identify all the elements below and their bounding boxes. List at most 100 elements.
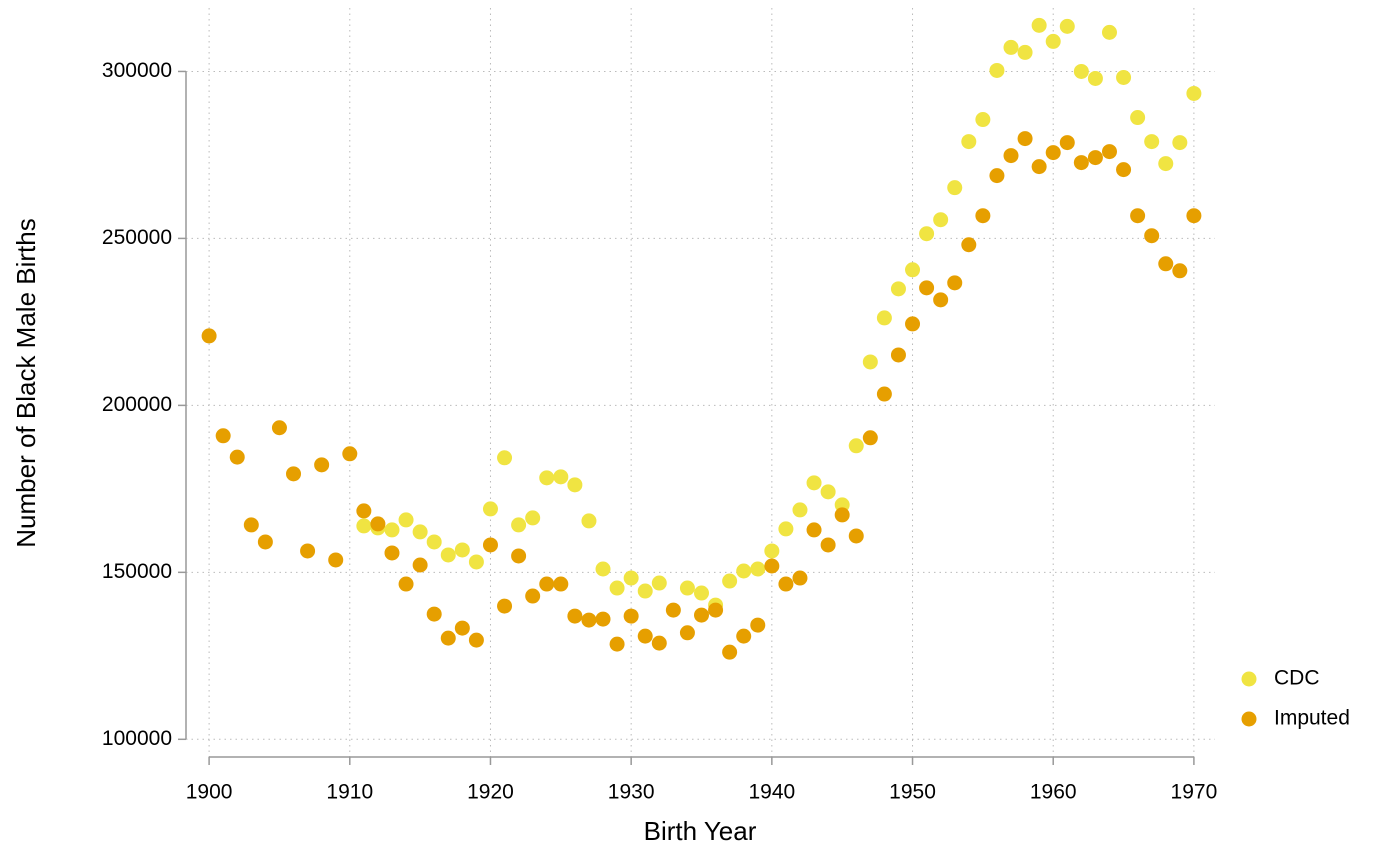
point: [482, 537, 498, 553]
point: [1087, 70, 1103, 86]
point: [989, 62, 1005, 78]
point: [637, 628, 653, 644]
point: [370, 516, 386, 532]
legend-label: CDC: [1274, 667, 1320, 690]
point: [623, 570, 639, 586]
point: [736, 628, 752, 644]
point: [539, 576, 555, 592]
point: [384, 522, 400, 538]
point: [651, 635, 667, 651]
point: [1186, 85, 1202, 101]
point: [595, 561, 611, 577]
point: [778, 576, 794, 592]
legend-marker: [1241, 671, 1257, 687]
point: [862, 354, 878, 370]
point: [1045, 145, 1061, 161]
y-tick-label: 200000: [102, 393, 172, 416]
point: [314, 457, 330, 473]
point: [426, 534, 442, 550]
point: [665, 602, 681, 618]
point: [736, 563, 752, 579]
point: [778, 521, 794, 537]
point: [581, 513, 597, 529]
point: [848, 528, 864, 544]
point: [1017, 131, 1033, 147]
point: [581, 612, 597, 628]
point: [975, 112, 991, 128]
point: [1031, 159, 1047, 175]
point: [1144, 134, 1160, 150]
x-tick-label: 1950: [889, 781, 936, 804]
point: [806, 522, 822, 538]
point: [764, 558, 780, 574]
point: [286, 466, 302, 482]
y-tick-label: 250000: [102, 226, 172, 249]
point: [595, 611, 611, 627]
point: [820, 484, 836, 500]
point: [708, 602, 724, 618]
x-tick-label: 1920: [467, 781, 514, 804]
point: [820, 537, 836, 553]
point: [679, 580, 695, 596]
point: [1130, 208, 1146, 224]
point: [1101, 144, 1117, 160]
point: [468, 554, 484, 570]
point: [229, 449, 245, 465]
point: [834, 507, 850, 523]
point: [511, 517, 527, 533]
point: [201, 328, 217, 344]
legend-marker: [1241, 711, 1257, 727]
point: [356, 503, 372, 519]
y-tick-label: 300000: [102, 59, 172, 82]
point: [1017, 44, 1033, 60]
point: [553, 469, 569, 485]
y-axis-title: Number of Black Male Births: [11, 218, 41, 547]
y-tick-label: 100000: [102, 727, 172, 750]
point: [1059, 135, 1075, 151]
point: [750, 617, 766, 633]
point: [342, 446, 358, 462]
point: [511, 548, 527, 564]
point: [243, 517, 259, 533]
point: [764, 543, 780, 559]
point: [497, 450, 513, 466]
x-tick-label: 1910: [326, 781, 373, 804]
point: [1045, 33, 1061, 49]
point: [1087, 150, 1103, 166]
point: [919, 226, 935, 242]
point: [1144, 228, 1160, 244]
point: [792, 570, 808, 586]
point: [454, 620, 470, 636]
point: [651, 575, 667, 591]
x-axis-title: Birth Year: [644, 816, 757, 846]
point: [848, 438, 864, 454]
point: [679, 625, 695, 641]
point: [454, 542, 470, 558]
point: [933, 292, 949, 308]
point: [961, 134, 977, 150]
x-tick-label: 1960: [1030, 781, 1077, 804]
point: [623, 608, 639, 624]
point: [1116, 69, 1132, 85]
point: [637, 583, 653, 599]
point: [356, 518, 372, 534]
point: [905, 316, 921, 332]
point: [1116, 162, 1132, 178]
point: [975, 208, 991, 224]
point: [398, 576, 414, 592]
point: [919, 280, 935, 296]
point: [300, 543, 316, 559]
point: [961, 237, 977, 253]
point: [567, 608, 583, 624]
point: [1172, 135, 1188, 151]
point: [384, 545, 400, 561]
y-tick-label: 150000: [102, 560, 172, 583]
point: [215, 428, 231, 444]
x-tick-label: 1940: [748, 781, 795, 804]
point: [539, 470, 555, 486]
point: [989, 168, 1005, 184]
point: [609, 580, 625, 596]
point: [609, 636, 625, 652]
point: [468, 632, 484, 648]
